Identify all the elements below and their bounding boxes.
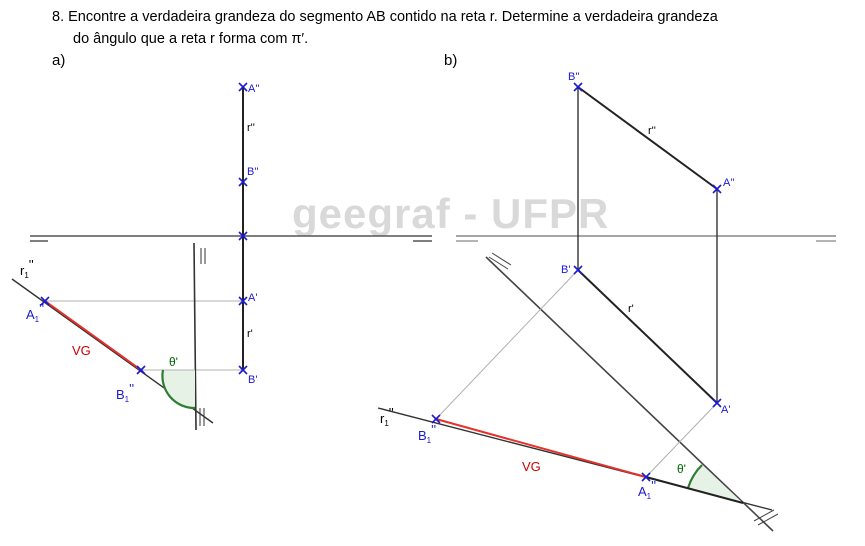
point-A1-a bbox=[238, 296, 248, 306]
label-A1-b: A' bbox=[721, 404, 730, 416]
part-a-label: a) bbox=[52, 52, 66, 69]
part-b-drawing: B'' A'' r'' B' r' A' r1'' B1'' A1'' VG θ… bbox=[377, 71, 836, 532]
label-B1-a: B' bbox=[248, 374, 257, 386]
auxiliary-line-a bbox=[193, 242, 197, 431]
label-r-rotated-b: r1'' bbox=[380, 405, 394, 428]
label-A-rot-b: A1'' bbox=[638, 478, 656, 501]
aux-mark-b-top-1 bbox=[488, 256, 509, 270]
angle-arc-b bbox=[686, 464, 703, 489]
question-line-1: 8. Encontre a verdadeira grandeza do seg… bbox=[52, 9, 718, 25]
question-line-2: do ângulo que a reta r forma com π′. bbox=[73, 31, 309, 47]
label-B-rot-a: B1'' bbox=[116, 381, 134, 404]
label-r2-a: r'' bbox=[247, 122, 255, 134]
aux-mark-b-top-2 bbox=[491, 252, 512, 266]
part-a-drawing: A'' B'' r'' A' r' B' r1'' A1'' B1'' VG θ… bbox=[11, 82, 432, 431]
point-A-rot-a bbox=[40, 296, 50, 306]
label-B-rot-b: B1'' bbox=[418, 422, 436, 445]
point-B1-a bbox=[238, 365, 248, 375]
true-length-segment-a bbox=[44, 300, 142, 371]
aux-mark-b-bot-1 bbox=[753, 509, 775, 522]
true-length-segment-b bbox=[435, 418, 647, 478]
label-B2-a: B'' bbox=[247, 166, 259, 178]
label-A-rot-a: A1'' bbox=[26, 301, 44, 324]
label-theta-b: θ' bbox=[677, 462, 686, 476]
point-B1-b bbox=[573, 265, 583, 275]
point-B-rot-a bbox=[136, 365, 146, 375]
angle-side-b bbox=[645, 476, 744, 504]
point-A2-a bbox=[238, 82, 248, 92]
label-r2-b: r'' bbox=[648, 125, 656, 137]
label-A2-a: A'' bbox=[248, 83, 260, 95]
point-A2-b bbox=[712, 184, 722, 194]
label-r1-a: r' bbox=[247, 328, 253, 340]
angle-arc-a bbox=[161, 369, 196, 410]
point-A-rot-b bbox=[641, 472, 651, 482]
angle-fill-a bbox=[162, 370, 195, 409]
point-B2-b bbox=[573, 82, 583, 92]
label-r1-b: r' bbox=[628, 303, 634, 315]
line-r2-b bbox=[577, 86, 718, 190]
label-B2-b: B'' bbox=[568, 71, 580, 83]
label-vg-a: VG bbox=[72, 343, 91, 358]
label-vg-b: VG bbox=[522, 459, 541, 474]
point-B-rot-b bbox=[431, 414, 441, 424]
aux-mark-b-bot-2 bbox=[757, 513, 779, 526]
angle-fill-b bbox=[688, 465, 743, 503]
point-ground-a bbox=[238, 231, 248, 241]
projection-line-A-b bbox=[645, 402, 718, 478]
point-B2-a bbox=[238, 177, 248, 187]
label-r-rotated-a: r1'' bbox=[20, 257, 34, 280]
label-A1-a: A' bbox=[248, 292, 257, 304]
point-A1-b bbox=[712, 398, 722, 408]
auxiliary-line-b bbox=[485, 256, 774, 532]
line-r1-b bbox=[577, 269, 718, 404]
label-theta-a: θ' bbox=[169, 355, 178, 369]
watermark: geegraf - UFPR bbox=[292, 190, 610, 237]
part-b-label: b) bbox=[444, 52, 458, 69]
label-A2-b: A'' bbox=[723, 177, 735, 189]
label-B1-b: B' bbox=[561, 264, 570, 276]
projection-line-B-b bbox=[435, 269, 579, 420]
